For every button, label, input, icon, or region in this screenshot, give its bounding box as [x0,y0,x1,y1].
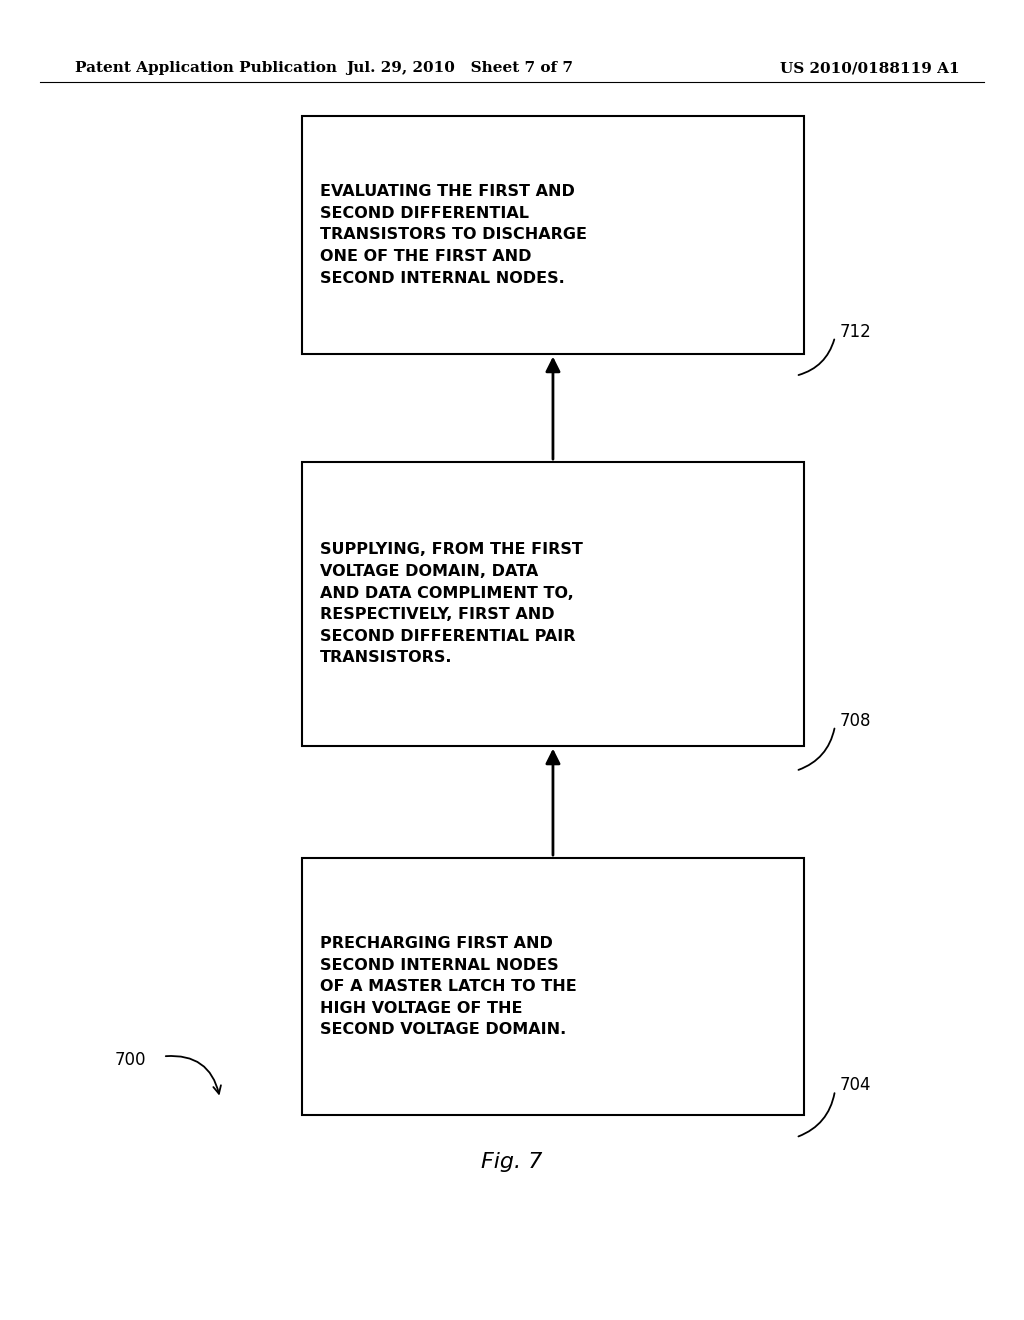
Text: Jul. 29, 2010   Sheet 7 of 7: Jul. 29, 2010 Sheet 7 of 7 [346,61,573,75]
Text: Patent Application Publication: Patent Application Publication [75,61,337,75]
Text: EVALUATING THE FIRST AND
SECOND DIFFERENTIAL
TRANSISTORS TO DISCHARGE
ONE OF THE: EVALUATING THE FIRST AND SECOND DIFFEREN… [321,185,587,285]
Text: SUPPLYING, FROM THE FIRST
VOLTAGE DOMAIN, DATA
AND DATA COMPLIMENT TO,
RESPECTIV: SUPPLYING, FROM THE FIRST VOLTAGE DOMAIN… [321,543,583,665]
Bar [302,116,804,354]
Text: 704: 704 [840,1076,871,1094]
Text: US 2010/0188119 A1: US 2010/0188119 A1 [780,61,961,75]
Text: Fig. 7: Fig. 7 [481,1151,543,1172]
Bar [302,462,804,746]
Text: 708: 708 [840,711,871,730]
Text: PRECHARGING FIRST AND
SECOND INTERNAL NODES
OF A MASTER LATCH TO THE
HIGH VOLTAG: PRECHARGING FIRST AND SECOND INTERNAL NO… [321,936,577,1038]
Text: 712: 712 [840,323,871,341]
Bar [302,858,804,1115]
Text: 700: 700 [115,1052,146,1069]
